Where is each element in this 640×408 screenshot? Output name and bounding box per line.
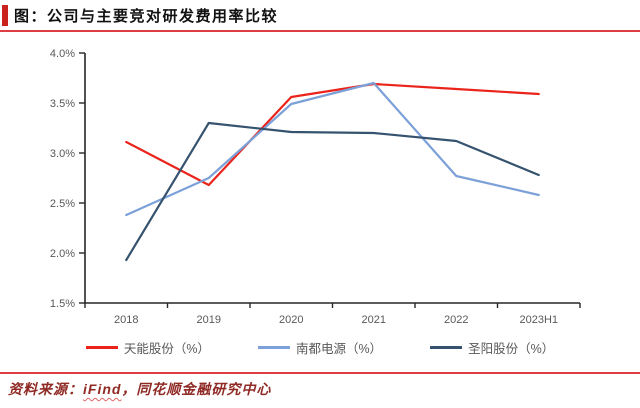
chart-axes: 1.5% 2.0% 2.5% 3.0% 3.5% 4.0% (50, 48, 581, 310)
chart-title: 图：公司与主要竞对研发费用率比较 (14, 9, 279, 25)
svg-text:2018: 2018 (114, 314, 138, 326)
legend-swatch-nandu-line (257, 346, 290, 349)
legend-item-shengyang: 圣阳股份（%） (430, 338, 554, 357)
legend-label-shengyang: 圣阳股份（%） (468, 342, 555, 356)
legend-item-tianneng: 天能股份（%） (85, 338, 210, 357)
svg-text:2019: 2019 (197, 314, 221, 326)
source-name-ifind: iFind (83, 381, 122, 397)
legend-swatch-shengyang-line (430, 346, 463, 349)
top-divider (0, 30, 640, 32)
line-chart: 1.5% 2.0% 2.5% 3.0% 3.5% 4.0% 2018 2019 2020 202… (50, 48, 581, 326)
legend-swatch-tianneng-line (85, 346, 118, 349)
chart-legend: 天能股份（%） 南都电源（%） 圣阳股份（%） (0, 338, 640, 357)
svg-text:2.0%: 2.0% (50, 248, 75, 260)
svg-text:2022: 2022 (444, 314, 468, 326)
legend-item-nandu: 南都电源（%） (257, 338, 383, 357)
svg-text:2020: 2020 (279, 314, 303, 326)
source-label: 资料来源： (8, 383, 83, 398)
svg-text:2.5%: 2.5% (50, 198, 75, 210)
legend-label-nandu: 南都电源（%） (295, 342, 383, 356)
svg-text:4.0%: 4.0% (50, 48, 75, 60)
title-accent-bar (2, 5, 8, 26)
svg-text:1.5%: 1.5% (50, 298, 75, 310)
source-rest: ，同花顺金融研究中心 (121, 383, 272, 398)
x-axis-labels: 2018 2019 2020 2021 2022 2023H1 (114, 314, 558, 326)
svg-text:3.0%: 3.0% (50, 148, 75, 160)
source-attribution: 资料来源：iFind，同花顺金融研究中心 (8, 379, 271, 399)
svg-text:2023H1: 2023H1 (519, 314, 558, 326)
svg-text:3.5%: 3.5% (50, 98, 75, 110)
bottom-divider (0, 372, 640, 374)
legend-label-tianneng: 天能股份（%） (123, 342, 210, 356)
svg-text:2021: 2021 (362, 314, 386, 326)
chart-series-lines (125, 81, 540, 262)
figure-header: 图：公司与主要竞对研发费用率比较 (2, 5, 278, 26)
